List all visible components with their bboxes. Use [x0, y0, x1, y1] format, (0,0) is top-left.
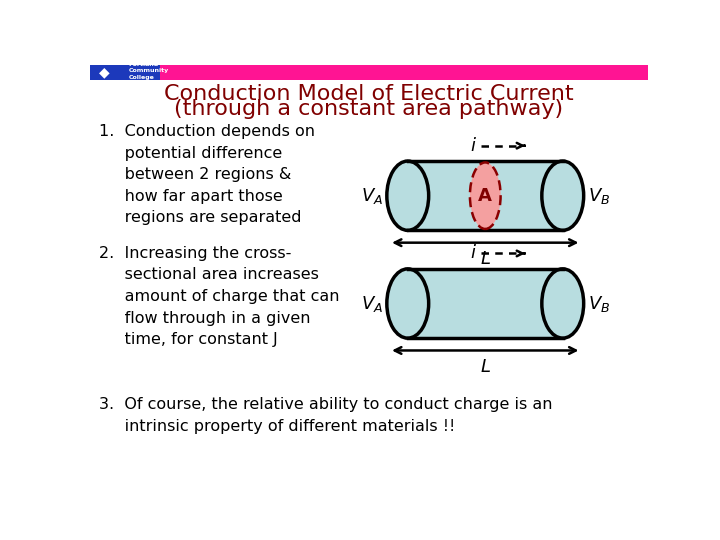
Ellipse shape	[542, 161, 584, 231]
Text: (through a constant area pathway): (through a constant area pathway)	[174, 99, 564, 119]
Text: L: L	[480, 358, 490, 376]
Bar	[408, 161, 563, 231]
Text: L: L	[480, 251, 490, 268]
Text: $V_A$: $V_A$	[361, 294, 383, 314]
Text: $V_B$: $V_B$	[588, 186, 610, 206]
Ellipse shape	[387, 269, 428, 338]
Ellipse shape	[470, 163, 500, 229]
Ellipse shape	[387, 161, 428, 231]
Ellipse shape	[542, 269, 584, 338]
Text: 3.  Of course, the relative ability to conduct charge is an
     intrinsic prope: 3. Of course, the relative ability to co…	[99, 397, 553, 434]
Bar	[90, 65, 160, 80]
Text: A: A	[478, 187, 492, 205]
Text: Conduction Model of Electric Current: Conduction Model of Electric Current	[164, 84, 574, 104]
Text: i: i	[470, 137, 475, 154]
Bar	[408, 269, 563, 338]
Bar	[90, 65, 648, 80]
Text: 2.  Increasing the cross-
     sectional area increases
     amount of charge th: 2. Increasing the cross- sectional area …	[99, 246, 340, 347]
Text: i: i	[470, 245, 475, 262]
Text: $V_A$: $V_A$	[361, 186, 383, 206]
Text: Portland
Community
College: Portland Community College	[129, 62, 169, 80]
Text: $V_B$: $V_B$	[588, 294, 610, 314]
Text: 1.  Conduction depends on
     potential difference
     between 2 regions &
   : 1. Conduction depends on potential diffe…	[99, 124, 315, 226]
Text: ◆: ◆	[99, 65, 109, 79]
